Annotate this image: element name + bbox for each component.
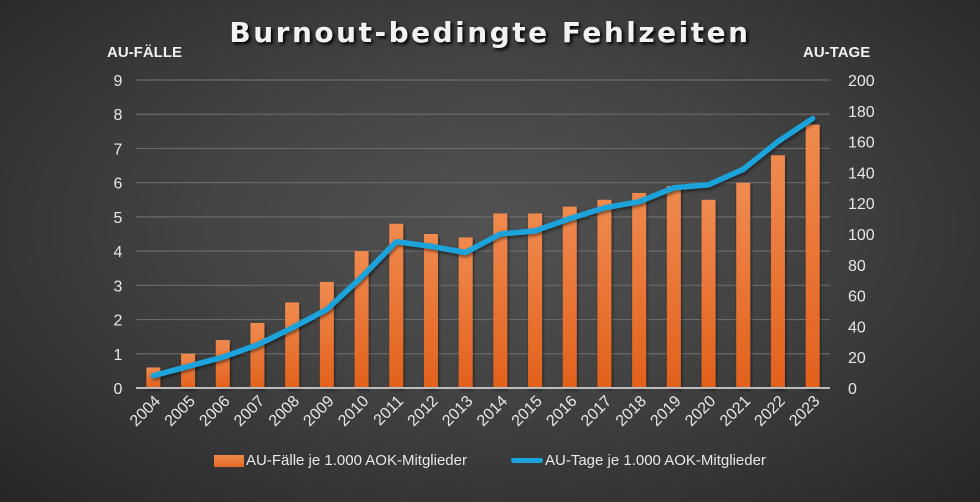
left-axis-ticks: 0 1 2 3 4 5 6 7 8 9	[114, 73, 123, 398]
left-tick-label: 0	[114, 381, 123, 398]
bar	[389, 223, 404, 388]
x-tick-label: 2011	[371, 393, 407, 429]
bar	[319, 281, 334, 388]
bar	[528, 213, 543, 388]
x-tick-label: 2021	[717, 393, 754, 430]
right-tick-label: 140	[848, 165, 875, 182]
x-tick-label: 2008	[266, 393, 303, 430]
x-tick-label: 2006	[196, 393, 233, 430]
left-tick-label: 5	[114, 210, 123, 227]
x-tick-label: 2017	[578, 393, 615, 430]
x-tick-label: 2014	[474, 393, 511, 430]
left-tick-label: 3	[114, 278, 123, 295]
left-tick-label: 9	[114, 73, 123, 90]
right-tick-label: 20	[848, 350, 866, 367]
left-tick-label: 2	[114, 313, 123, 330]
left-tick-label: 6	[114, 176, 123, 193]
bar	[562, 206, 577, 388]
right-axis-title: AU-TAGE	[803, 44, 871, 61]
bar	[285, 302, 300, 388]
bar-swatch-icon	[214, 454, 245, 467]
right-tick-label: 0	[848, 381, 857, 398]
legend: AU-Fälle je 1.000 AOK-Mitglieder AU-Tage…	[0, 452, 980, 469]
line-swatch-icon	[510, 458, 543, 463]
bar	[215, 340, 230, 388]
right-tick-label: 100	[848, 227, 875, 244]
x-tick-label: 2015	[509, 393, 546, 430]
x-tick-label: 2010	[335, 393, 372, 430]
x-tick-label: 2020	[682, 393, 719, 430]
bar	[632, 192, 647, 388]
bar	[354, 251, 369, 388]
right-tick-label: 40	[848, 319, 866, 336]
bar	[250, 322, 265, 388]
x-tick-label: 2009	[300, 393, 337, 430]
left-tick-label: 7	[114, 141, 123, 158]
right-tick-label: 120	[848, 196, 875, 213]
bar	[423, 234, 438, 388]
gridlines	[136, 79, 830, 355]
x-tick-label: 2016	[543, 393, 580, 430]
bar	[701, 199, 716, 388]
x-tick-label: 2012	[405, 393, 442, 430]
left-tick-label: 4	[114, 244, 123, 261]
right-tick-label: 60	[848, 289, 866, 306]
x-tick-label: 2007	[231, 393, 268, 430]
legend-item-bars: AU-Fälle je 1.000 AOK-Mitglieder	[214, 452, 467, 469]
bar	[770, 155, 785, 388]
bar	[597, 199, 612, 388]
bar	[736, 182, 751, 388]
x-tick-label: 2022	[752, 393, 789, 430]
line-series	[150, 115, 816, 379]
bar	[493, 213, 508, 388]
x-tick-label: 2023	[786, 393, 823, 430]
legend-item-line: AU-Tage je 1.000 AOK-Mitglieder	[510, 452, 766, 469]
left-tick-label: 1	[114, 347, 123, 364]
x-tick-label: 2005	[162, 393, 199, 430]
right-tick-label: 80	[848, 258, 866, 275]
x-tick-label: 2019	[647, 393, 684, 430]
right-tick-label: 180	[848, 104, 875, 121]
bar	[805, 124, 820, 388]
chart-title: Burnout-bedingte Fehlzeiten	[229, 16, 751, 49]
left-tick-label: 8	[114, 107, 123, 124]
left-axis-title: AU-FÄLLE	[107, 44, 182, 61]
bar	[458, 237, 473, 388]
x-axis-labels: 2004200520062007200820092010201120122013…	[127, 393, 824, 430]
x-tick-label: 2013	[439, 393, 476, 430]
right-tick-label: 200	[848, 73, 875, 90]
bar	[666, 186, 681, 388]
right-axis-ticks: 0 20 40 60 80 100 120 140 160 180 200	[848, 73, 875, 398]
right-tick-label: 160	[848, 135, 875, 152]
x-tick-label: 2018	[613, 393, 650, 430]
legend-label-line: AU-Tage je 1.000 AOK-Mitglieder	[544, 452, 766, 469]
bar	[181, 353, 196, 388]
x-tick-label: 2004	[127, 393, 164, 430]
line-path	[150, 115, 816, 379]
legend-label-bars: AU-Fälle je 1.000 AOK-Mitglieder	[246, 452, 467, 469]
